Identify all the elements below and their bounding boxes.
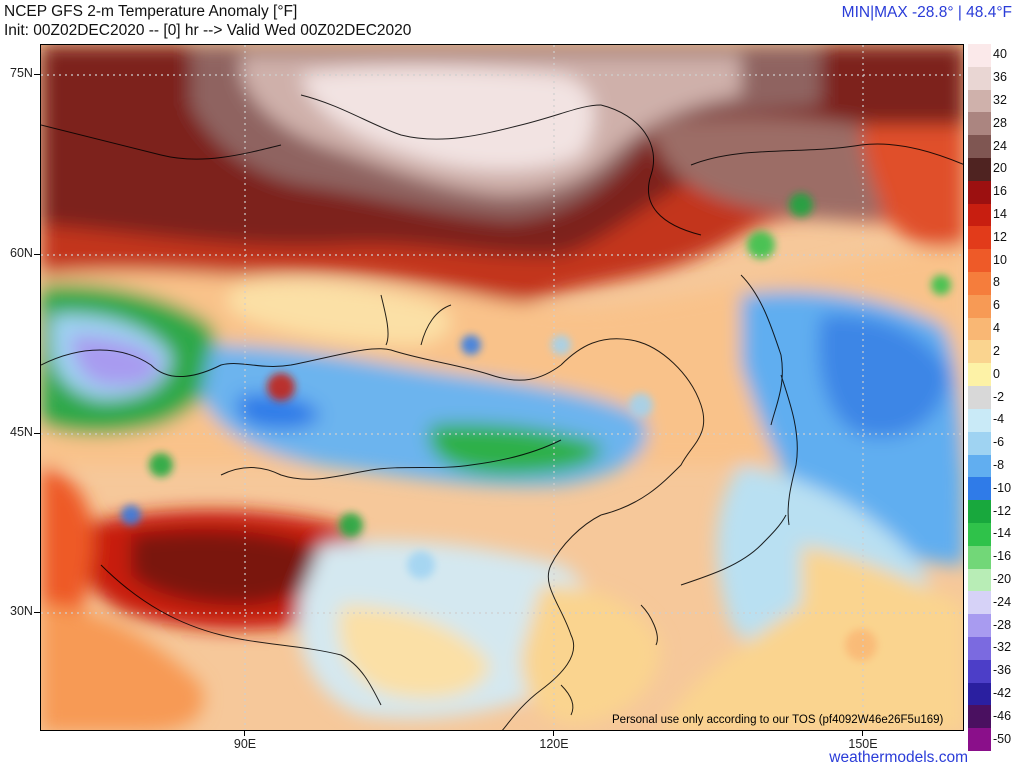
- lon-label-90e: 90E: [233, 737, 257, 751]
- legend-label: -36: [993, 663, 1012, 678]
- lat-tick: [34, 612, 40, 613]
- legend-swatch: [968, 180, 991, 205]
- legend-swatch: [968, 636, 991, 661]
- legend-label: -8: [993, 457, 1005, 472]
- legend-label: 8: [993, 275, 1000, 290]
- legend-swatch: [968, 454, 991, 478]
- legend-swatch: [968, 135, 991, 159]
- lat-label-45n: 45N: [10, 425, 33, 439]
- legend-swatch: [968, 203, 991, 227]
- legend-label: 36: [993, 70, 1007, 85]
- legend-swatch: [968, 158, 991, 182]
- legend-label: 12: [993, 229, 1007, 244]
- legend-label: 2: [993, 343, 1000, 358]
- legend-label: 0: [993, 366, 1000, 381]
- tos-notice: Personal use only according to our TOS (…: [612, 714, 944, 726]
- lat-label-75n: 75N: [10, 66, 33, 80]
- brand-link[interactable]: weathermodels.com: [829, 749, 968, 766]
- anomaly-map: [40, 44, 964, 731]
- legend-label: -10: [993, 480, 1012, 495]
- legend-label: 28: [993, 115, 1007, 130]
- legend-label: 10: [993, 252, 1007, 267]
- legend-swatch: [968, 682, 991, 706]
- legend-label: -6: [993, 435, 1005, 450]
- legend-label: -32: [993, 640, 1012, 655]
- legend-swatch: [968, 272, 991, 296]
- legend-label: -12: [993, 503, 1012, 518]
- legend-label: 20: [993, 161, 1007, 176]
- legend-swatch: [968, 363, 991, 387]
- legend-swatch: [968, 705, 991, 729]
- legend-label: 14: [993, 207, 1007, 222]
- lon-tick: [244, 731, 245, 736]
- legend-swatch: [968, 659, 991, 684]
- legend-swatch: [968, 294, 991, 319]
- legend-label: 24: [993, 138, 1007, 153]
- lon-label-120e: 120E: [539, 737, 569, 751]
- init-valid-time: Init: 00Z02DEC2020 -- [0] hr --> Valid W…: [4, 22, 412, 39]
- legend-swatch: [968, 522, 991, 547]
- map-canvas: [41, 45, 963, 730]
- legend-swatch: [968, 614, 991, 638]
- legend-swatch: [968, 317, 991, 341]
- lat-tick: [34, 74, 40, 75]
- legend-label: 4: [993, 321, 1000, 336]
- min-max-readout: MIN|MAX -28.8° | 48.4°F: [841, 4, 1012, 21]
- legend-label: -50: [993, 731, 1012, 746]
- legend-label: 16: [993, 184, 1007, 199]
- legend-swatch: [968, 66, 991, 91]
- lat-tick: [34, 254, 40, 255]
- legend-label: -2: [993, 389, 1005, 404]
- lon-label-150e: 150E: [848, 737, 878, 751]
- legend-label: -4: [993, 412, 1005, 427]
- legend-swatch: [968, 112, 991, 136]
- legend-swatch: [968, 591, 991, 615]
- color-legend: 40 36 32 28 24 20 16 14 12 10 8 6 4 2 0 -2 -4 -6 -8 -10 -12-…: [968, 44, 1022, 752]
- legend-swatch: [968, 249, 991, 273]
- legend-label: -16: [993, 549, 1012, 564]
- legend-swatch: [968, 477, 991, 501]
- legend-label: -20: [993, 571, 1012, 586]
- legend-label: -28: [993, 617, 1012, 632]
- legend-label: -46: [993, 708, 1012, 723]
- legend-swatch: [968, 431, 991, 455]
- lon-tick: [862, 731, 863, 736]
- legend-swatch: [968, 386, 991, 410]
- chart-title: NCEP GFS 2-m Temperature Anomaly [°F]: [4, 3, 298, 20]
- legend-swatch: [968, 89, 991, 113]
- legend-swatch: [968, 500, 991, 524]
- legend-swatch: [968, 408, 991, 433]
- legend-label: 32: [993, 93, 1007, 108]
- legend-label: -24: [993, 594, 1012, 609]
- legend-label: -14: [993, 526, 1012, 541]
- legend-swatch: [968, 545, 991, 570]
- legend-swatch: [968, 340, 991, 364]
- lat-label-60n: 60N: [10, 246, 33, 260]
- legend-label: 40: [993, 47, 1007, 62]
- legend-label: -42: [993, 685, 1012, 700]
- legend-swatch: [968, 568, 991, 592]
- legend-swatch: [968, 44, 991, 68]
- legend-label: 6: [993, 298, 1000, 313]
- legend-swatch: [968, 728, 991, 752]
- lat-label-30n: 30N: [10, 604, 33, 618]
- lon-tick: [553, 731, 554, 736]
- lat-tick: [34, 433, 40, 434]
- legend-swatch: [968, 226, 991, 250]
